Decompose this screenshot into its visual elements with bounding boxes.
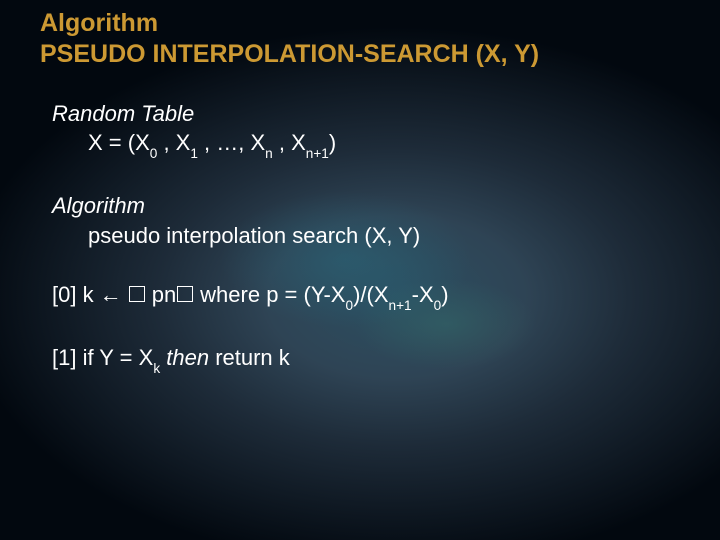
sub-0b: 0 [345, 298, 353, 313]
slide-title: Algorithm PSEUDO INTERPOLATION-SEARCH (X… [40, 8, 680, 71]
slide-body: Random Table X = (X0 , X1 , …, Xn , Xn+1… [40, 99, 680, 376]
step0-mid3: -X [412, 282, 434, 307]
expr-text: X = (X [88, 130, 150, 155]
algorithm-name: pseudo interpolation search (X, Y) [52, 221, 680, 251]
step0-prefix: [0] k ← [52, 282, 128, 307]
expr-text: ) [329, 130, 336, 155]
sub-np1: n+1 [306, 146, 329, 161]
step0-pn: pn [146, 282, 177, 307]
sub-0: 0 [150, 146, 158, 161]
step-0: [0] k ← pn where p = (Y-X0)/(Xn+1-X0) [52, 280, 680, 313]
step0-after: where p = (Y-X [194, 282, 345, 307]
step0-mid2: )/(X [353, 282, 388, 307]
step1-after: return k [209, 345, 290, 370]
random-table-expr: X = (X0 , X1 , …, Xn , Xn+1) [52, 128, 680, 161]
step1-then: then [166, 345, 209, 370]
expr-text: , …, X [198, 130, 265, 155]
title-line-1: Algorithm [40, 8, 680, 39]
random-table-block: Random Table X = (X0 , X1 , …, Xn , Xn+1… [52, 99, 680, 161]
algorithm-block: Algorithm pseudo interpolation search (X… [52, 191, 680, 250]
sub-1: 1 [190, 146, 198, 161]
step0-close: ) [441, 282, 448, 307]
sub-0c: 0 [434, 298, 442, 313]
sub-np1b: n+1 [389, 298, 412, 313]
floor-open-icon [129, 286, 145, 302]
algorithm-heading: Algorithm [52, 191, 680, 221]
step-1: [1] if Y = Xk then return k [52, 343, 680, 376]
step1-prefix: [1] if Y = X [52, 345, 153, 370]
floor-close-icon [177, 286, 193, 302]
expr-text: , X [273, 130, 306, 155]
expr-text: , X [157, 130, 190, 155]
sub-k: k [153, 361, 160, 376]
random-table-heading: Random Table [52, 99, 680, 129]
sub-n: n [265, 146, 273, 161]
slide: Algorithm PSEUDO INTERPOLATION-SEARCH (X… [0, 0, 720, 540]
title-line-2: PSEUDO INTERPOLATION-SEARCH (X, Y) [40, 39, 680, 70]
